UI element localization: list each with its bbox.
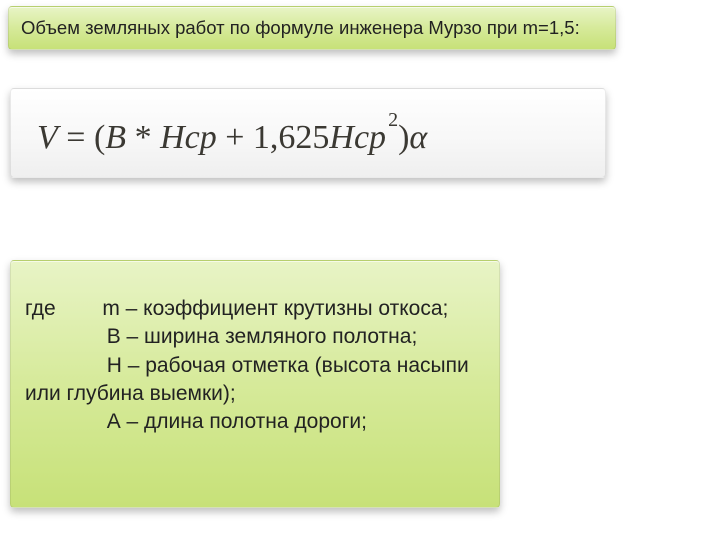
formula-Hcp1: Hср bbox=[160, 119, 217, 156]
formula-alpha: α bbox=[409, 119, 427, 156]
legend-box: где m – коэффициент крутизны откоса; B –… bbox=[10, 260, 500, 508]
formula-plus: + 1,625 bbox=[217, 119, 330, 156]
formula-exp: 2 bbox=[386, 109, 398, 131]
legend-line-m: где m – коэффициент крутизны откоса; bbox=[25, 295, 485, 323]
header-text: Объем земляных работ по формуле инженера… bbox=[21, 17, 580, 39]
slide: Объем земляных работ по формуле инженера… bbox=[0, 0, 720, 540]
formula-B: B bbox=[105, 119, 126, 156]
legend-line-B: B – ширина земляного полотна; bbox=[25, 323, 485, 351]
formula-Hcp2: Hср bbox=[329, 119, 386, 156]
formula-eq: = ( bbox=[58, 119, 106, 156]
formula-box: V = (B * Hср + 1,625Hср2)α bbox=[10, 88, 606, 178]
legend-top-spacer bbox=[25, 281, 485, 295]
legend-line-A: А – длина полотна дороги; bbox=[25, 408, 485, 436]
header-box: Объем земляных работ по формуле инженера… bbox=[8, 6, 616, 50]
legend-line-H: H – рабочая отметка (высота насыпи или г… bbox=[25, 352, 485, 409]
formula-star: * bbox=[126, 119, 160, 156]
formula-lhs: V bbox=[37, 119, 58, 156]
formula: V = (B * Hср + 1,625Hср2)α bbox=[37, 109, 427, 157]
formula-close: ) bbox=[398, 119, 409, 156]
